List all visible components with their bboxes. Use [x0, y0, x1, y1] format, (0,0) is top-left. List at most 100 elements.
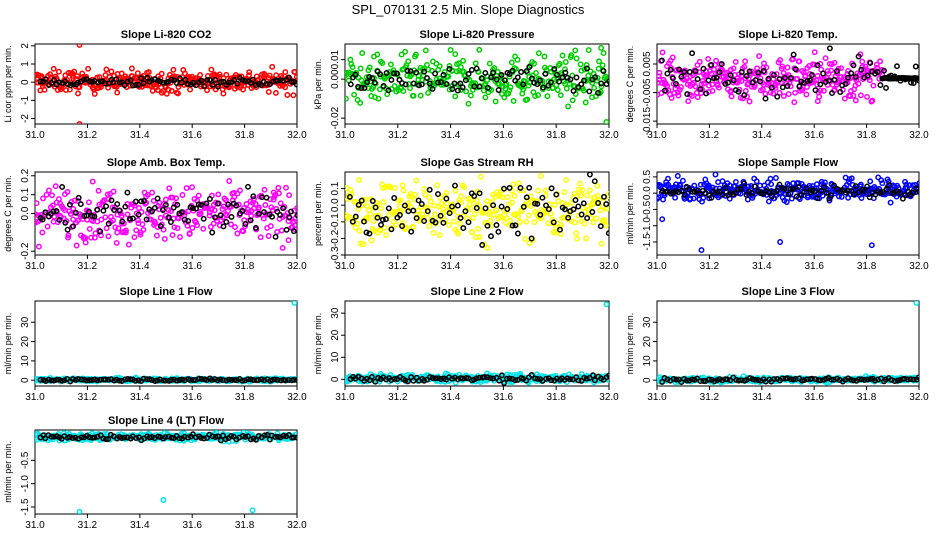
scatter-point-black: [449, 86, 456, 92]
scatter-point: [285, 237, 292, 244]
scatter-point-black: [705, 376, 712, 383]
scatter-point-black: [462, 77, 469, 84]
scatter-point-black: [567, 76, 574, 83]
scatter-point: [365, 67, 372, 74]
scatter-point: [507, 84, 514, 91]
x-tick-label: 31.2: [78, 261, 98, 272]
scatter-point: [73, 242, 80, 249]
scatter-point-black: [211, 376, 218, 383]
scatter-point-black: [713, 189, 720, 196]
scatter-point-black: [858, 376, 865, 383]
scatter-point: [197, 210, 204, 217]
scatter-point-black: [432, 219, 439, 226]
scatter-point-black: [178, 79, 185, 86]
scatter-point: [696, 58, 703, 65]
scatter-point-black: [570, 87, 577, 94]
scatter-point: [573, 55, 580, 62]
scatter-point-black: [539, 194, 546, 201]
scatter-point-black: [440, 219, 447, 226]
scatter-point-black: [383, 70, 390, 76]
scatter-point-black: [683, 377, 690, 384]
y-tick-label: -1.0: [642, 217, 653, 235]
scatter-point: [511, 192, 518, 199]
scatter-point-black: [108, 197, 115, 204]
scatter-point: [183, 185, 190, 192]
x-tick-label: 31.4: [130, 392, 150, 403]
scatter-point-black: [385, 205, 392, 212]
scatter-point-black: [239, 377, 246, 384]
scatter-point-black: [421, 68, 428, 75]
scatter-point-black: [288, 208, 294, 215]
scatter-point: [257, 234, 264, 241]
scatter-point: [562, 59, 569, 65]
scatter-point: [816, 93, 823, 100]
scatter-point-black: [226, 376, 232, 383]
scatter-point-black: [575, 203, 582, 210]
scatter-point: [532, 93, 538, 99]
scatter-point: [508, 59, 515, 66]
scatter-point: [445, 73, 452, 80]
points-layer: [657, 301, 919, 386]
scatter-point: [256, 204, 262, 211]
scatter-point-black: [473, 205, 480, 211]
scatter-point: [131, 234, 138, 241]
scatter-point-black: [658, 57, 665, 64]
scatter-point-black: [209, 376, 215, 383]
scatter-point-black: [372, 204, 379, 211]
scatter-point-black: [449, 375, 456, 382]
scatter-point-black: [214, 83, 221, 90]
scatter-point-black: [591, 178, 598, 185]
scatter-point: [604, 205, 609, 212]
scatter-point: [457, 64, 464, 71]
scatter-point: [814, 72, 821, 79]
scatter-point: [568, 199, 575, 206]
x-tick-label: 31.0: [335, 392, 355, 403]
scatter-point-black: [437, 212, 444, 219]
scatter-outlier: [598, 44, 605, 51]
scatter-point-black: [528, 235, 535, 242]
scatter-point: [134, 70, 141, 77]
scatter-point-black: [528, 75, 535, 82]
scatter-point: [700, 194, 707, 201]
panel-title: Slope Sample Flow: [738, 157, 839, 169]
scatter-point: [762, 90, 769, 97]
scatter-point: [856, 71, 863, 78]
scatter-point-black: [37, 376, 44, 383]
scatter-outlier: [76, 121, 83, 124]
x-tick-label: 31.2: [388, 261, 408, 272]
x-tick-label: 31.6: [804, 392, 824, 403]
scatter-point: [507, 217, 513, 224]
scatter-point-black: [404, 67, 411, 74]
scatter-point-black: [371, 79, 378, 86]
panel-title: Slope Gas Stream RH: [420, 157, 533, 169]
scatter-point-black: [907, 376, 914, 383]
y-tick-label: 0.5: [642, 169, 653, 183]
scatter-point-black: [418, 81, 425, 88]
scatter-point: [110, 217, 117, 224]
scatter-point-black: [567, 376, 574, 383]
scatter-point: [274, 228, 281, 235]
scatter-point-black: [534, 81, 541, 88]
scatter-point: [57, 86, 64, 93]
x-tick-label: 32.0: [599, 130, 619, 141]
scatter-point: [486, 60, 493, 67]
scatter-point-black: [245, 183, 251, 190]
scatter-point-black: [716, 69, 723, 76]
scatter-point-black: [526, 184, 533, 191]
scatter-point: [598, 240, 605, 247]
scatter-point: [174, 225, 181, 232]
scatter-point: [585, 47, 592, 54]
scatter-point: [443, 190, 450, 196]
scatter-point-black: [735, 88, 742, 95]
scatter-point-black: [190, 377, 197, 383]
scatter-point-black: [283, 226, 290, 233]
scatter-point: [139, 221, 146, 228]
scatter-point-black: [97, 376, 104, 383]
scatter-point-black: [162, 201, 169, 208]
scatter-point: [452, 187, 459, 194]
x-tick-label: 32.0: [287, 520, 307, 531]
scatter-point: [458, 199, 465, 206]
scatter-point: [431, 202, 438, 209]
scatter-point-black: [223, 218, 230, 225]
scatter-point-black: [732, 189, 739, 196]
